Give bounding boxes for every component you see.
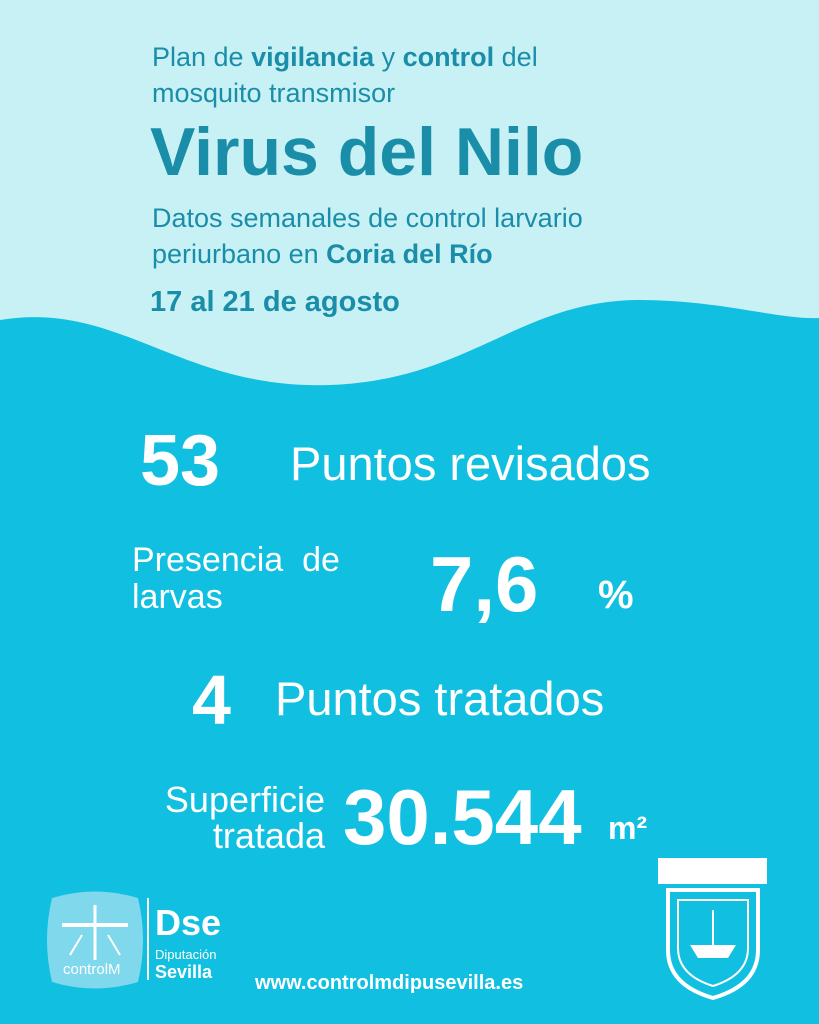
intro-bold: vigilancia xyxy=(251,42,375,72)
logo-text: controlM xyxy=(63,961,121,978)
controlm-logo xyxy=(47,891,143,989)
stat-value: 53 xyxy=(140,421,221,501)
wave xyxy=(0,300,819,1024)
date: 17 al 21 de agosto xyxy=(150,286,400,318)
intro-line: mosquito transmisor xyxy=(152,78,396,108)
stat-unit: % xyxy=(598,573,634,617)
stat-value: 4 xyxy=(192,661,231,739)
subtitle: periurbano en Coria del Río xyxy=(152,241,493,268)
subtitle-text: periurbano en xyxy=(152,239,327,269)
stat-label: Superficie xyxy=(164,779,325,820)
intro-text: y xyxy=(374,42,403,72)
stat-label: Presencia de xyxy=(132,541,340,579)
stat-value: 30.544 xyxy=(343,773,582,861)
intro-line: Plan de vigilancia y control del xyxy=(152,44,538,71)
stat-label: tratada xyxy=(212,815,325,856)
intro-bold: control xyxy=(402,42,495,72)
url[interactable]: www.controlmdipusevilla.es xyxy=(255,972,524,994)
logo-text: Dse xyxy=(155,902,222,943)
stat-unit: m² xyxy=(608,810,648,846)
stat-value: 7,6 xyxy=(430,540,539,628)
logo-text: Sevilla xyxy=(155,962,213,982)
title: Virus del Nilo xyxy=(150,114,584,190)
coat-of-arms xyxy=(658,858,767,1001)
stat-label: Puntos revisados xyxy=(290,437,651,490)
subtitle: Datos semanales de control larvario xyxy=(152,203,583,233)
stat-label: Puntos tratados xyxy=(275,672,605,725)
stat-label: larvas xyxy=(132,578,223,616)
intro-text: del xyxy=(494,42,538,72)
subtitle-bold: Coria del Río xyxy=(326,239,493,269)
logo-text: Diputación xyxy=(155,947,217,962)
intro-text: Plan de xyxy=(152,42,252,72)
